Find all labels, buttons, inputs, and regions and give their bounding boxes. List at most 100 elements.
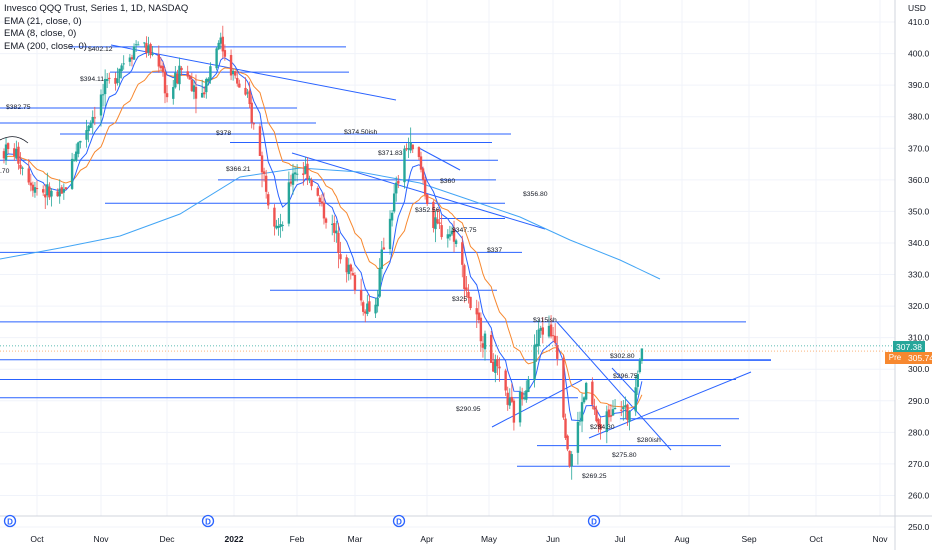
legend-symbol[interactable]: Invesco QQQ Trust, Series 1, 1D, NASDAQ (4, 3, 189, 14)
candle-body (236, 77, 239, 84)
candle-body (388, 218, 392, 250)
x-tick-label[interactable]: Sep (741, 534, 756, 544)
annotation-label: $290.95 (456, 406, 481, 413)
x-tick-label[interactable]: Dec (159, 534, 175, 544)
y-tick-label[interactable]: 380.0 (908, 112, 930, 122)
x-tick-label[interactable]: Aug (674, 534, 689, 544)
candle-body (568, 450, 571, 467)
trend-line[interactable] (418, 147, 461, 171)
x-tick-label[interactable]: Oct (809, 534, 823, 544)
legend-ema21[interactable]: EMA (21, close, 0) (4, 15, 82, 27)
y-tick-label[interactable]: 400.0 (908, 49, 930, 59)
candle-body (417, 147, 421, 157)
y-tick-label[interactable]: 300.0 (908, 364, 930, 374)
candle-body (151, 53, 154, 55)
annotation-label: $337 (487, 247, 502, 254)
candle-body (132, 46, 136, 60)
annotation-label: $325 (452, 296, 467, 303)
y-tick-label[interactable]: 370.0 (908, 143, 930, 153)
x-tick-label[interactable]: Nov (93, 534, 109, 544)
candle-body (425, 194, 429, 205)
trend-line[interactable] (291, 152, 546, 230)
annotation-label: $284.30 (590, 424, 615, 431)
candle-body (62, 188, 66, 193)
candle-body (149, 43, 152, 56)
y-tick-label[interactable]: 410.0 (908, 17, 930, 27)
candle-body (481, 343, 485, 348)
candle-body (161, 65, 165, 73)
candle-body (46, 184, 49, 196)
candle-body (120, 65, 123, 71)
ema21-line (3, 67, 643, 409)
x-tick-label[interactable]: 2022 (225, 534, 244, 544)
candle-body (541, 327, 545, 335)
trend-line[interactable] (611, 367, 638, 396)
trend-lines[interactable] (110, 44, 752, 451)
x-tick-label[interactable]: Feb (290, 534, 305, 544)
time-axis[interactable]: Oct Nov Dec 2022 Feb Mar Apr May Jun Jul Aug Sep Oct… (0, 515, 932, 544)
y-tick-label[interactable]: 260.0 (908, 490, 930, 500)
y-tick-label[interactable]: 390.0 (908, 80, 930, 90)
candle-body (105, 79, 109, 81)
x-tick-label[interactable]: Oct (30, 534, 44, 544)
x-tick-label[interactable]: Nov (872, 534, 888, 544)
dividend-marker[interactable] (587, 514, 601, 528)
y-tick-label[interactable]: 350.0 (908, 206, 930, 216)
ema-lines (0, 51, 661, 421)
x-tick-label[interactable]: Jul (615, 534, 626, 544)
y-tick-label[interactable]: 270.0 (908, 459, 930, 469)
x-tick-label[interactable]: May (481, 534, 498, 544)
legend-ema200[interactable]: EMA (200, close, 0) (4, 40, 87, 52)
candle-body (489, 334, 493, 363)
y-tick-label[interactable]: 360.0 (908, 175, 930, 185)
annotation-label: $352.56 (415, 207, 440, 214)
candle-body (85, 130, 88, 140)
candle-body (134, 44, 138, 46)
dividend-marker[interactable] (3, 514, 17, 528)
y-tick-label[interactable]: 310.0 (908, 333, 930, 343)
annotation-label: .70 (0, 168, 10, 175)
trend-line[interactable] (556, 321, 672, 451)
y-tick-label[interactable]: 340.0 (908, 238, 930, 248)
candle-body (525, 390, 528, 400)
x-tick-label[interactable]: Jun (546, 534, 560, 544)
trend-line[interactable] (588, 371, 752, 439)
candle-body (176, 73, 179, 84)
y-tick-label[interactable]: 330.0 (908, 270, 930, 280)
price-axis[interactable]: 250.0 260.0 270.0 280.0 290.0 300.0 310.0 320.0… (894, 0, 930, 550)
candle-body (508, 398, 511, 406)
candle-body (287, 182, 291, 224)
annotation-label: $347.75 (452, 227, 477, 234)
candle-body (469, 296, 472, 309)
x-tick-label[interactable]: Mar (348, 534, 363, 544)
candle-body (611, 409, 615, 416)
candle-body (535, 343, 538, 347)
candle-body (316, 188, 319, 196)
dividend-marker[interactable] (392, 514, 406, 528)
horizontal-levels[interactable] (0, 46, 895, 467)
dividend-marker[interactable] (201, 514, 215, 528)
candle-body (593, 406, 596, 410)
candle-body (4, 144, 8, 161)
candle-body (188, 75, 191, 80)
candle-body (483, 333, 487, 350)
candle-body (366, 303, 369, 314)
candle-body (19, 164, 22, 169)
candle-body (337, 232, 340, 254)
y-tick-label[interactable]: 320.0 (908, 301, 930, 311)
y-tick-label[interactable]: 290.0 (908, 396, 930, 406)
candle-body (231, 70, 235, 75)
candle-body (454, 240, 458, 244)
x-tick-label[interactable]: Apr (420, 534, 433, 544)
candle-body (260, 155, 264, 173)
candle-body (353, 274, 357, 291)
y-tick-label[interactable]: 280.0 (908, 427, 930, 437)
candle-body (180, 67, 183, 71)
y-tick-label[interactable]: 250.0 (908, 522, 930, 532)
candle-body (60, 187, 63, 194)
legend-ema8[interactable]: EMA (8, close, 0) (4, 28, 77, 39)
candle-body (275, 225, 278, 229)
